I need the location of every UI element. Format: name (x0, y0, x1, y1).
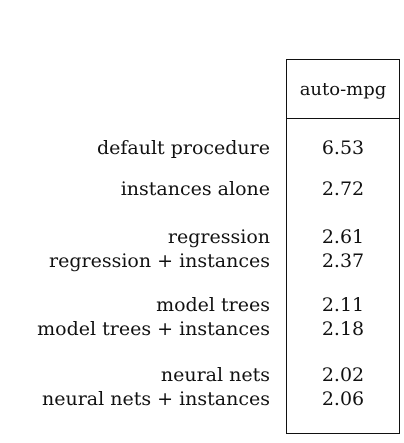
row-label-default-procedure: default procedure (96, 137, 270, 159)
row-label-instances-alone: instances alone (120, 178, 270, 200)
header-rule (287, 118, 399, 119)
row-value-model-trees: 2.11 (321, 294, 365, 316)
row-label-model-trees-instances: model trees + instances (37, 318, 270, 340)
column-header-auto-mpg: auto-mpg (299, 79, 387, 100)
row-value-default-procedure: 6.53 (321, 137, 365, 159)
row-value-neural-nets-instances: 2.06 (321, 388, 365, 410)
row-value-instances-alone: 2.72 (321, 178, 365, 200)
row-value-neural-nets: 2.02 (321, 364, 365, 386)
row-label-model-trees: model trees (156, 294, 270, 316)
row-label-neural-nets: neural nets (160, 364, 270, 386)
row-value-regression-instances: 2.37 (321, 250, 365, 272)
row-label-regression: regression (167, 226, 270, 248)
row-label-neural-nets-instances: neural nets + instances (41, 388, 270, 410)
row-value-regression: 2.61 (321, 226, 365, 248)
row-label-regression-instances: regression + instances (49, 250, 270, 272)
auto-mpg-column-box: auto-mpg (286, 59, 400, 434)
row-value-model-trees-instances: 2.18 (321, 318, 365, 340)
